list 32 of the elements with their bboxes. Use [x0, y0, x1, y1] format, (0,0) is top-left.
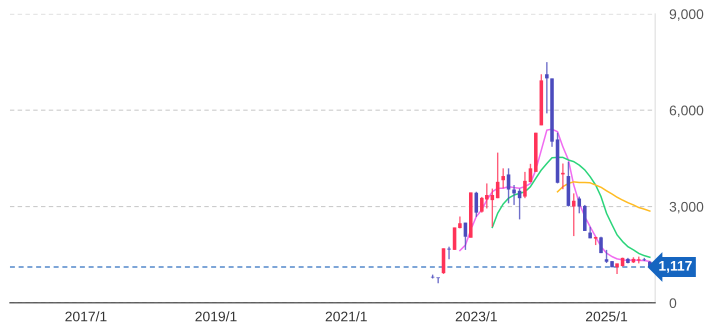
candlestick: [577, 196, 582, 214]
candlestick: [572, 192, 576, 237]
candlestick: [474, 191, 478, 218]
candlestick: [501, 168, 505, 189]
x-tick-label: 2023/1: [456, 311, 497, 322]
candlestick: [490, 188, 494, 228]
x-tick-label: 2019/1: [195, 311, 237, 322]
candlestick: [518, 188, 522, 220]
x-tick-label: 2017/1: [65, 311, 107, 322]
line-series: [556, 181, 651, 212]
candlestick: [447, 246, 451, 260]
candlestick: [528, 163, 532, 183]
x-tick-label: 2021/1: [326, 311, 367, 322]
candlestick: [464, 222, 468, 251]
y-tick-label: 0: [670, 298, 676, 308]
line-series: [492, 156, 651, 258]
candlestick: [604, 249, 608, 264]
candlestick: [545, 61, 549, 114]
y-tick-label: 9,000: [670, 9, 704, 21]
y-tick-label: 3,000: [670, 202, 704, 214]
candlestick: [588, 226, 592, 240]
candlestick: [506, 168, 510, 204]
line-series: [459, 128, 651, 262]
candlestick: [594, 236, 598, 246]
candlestick: [496, 152, 500, 199]
ref-line-label: 1,117: [659, 261, 692, 273]
candlestick: [512, 184, 516, 206]
y-tick-label: 6,000: [670, 106, 704, 118]
x-tick-label: 2025/1: [586, 311, 628, 322]
candlestick: [561, 162, 565, 190]
candlestick: [523, 171, 527, 199]
candlestick: [599, 236, 603, 254]
